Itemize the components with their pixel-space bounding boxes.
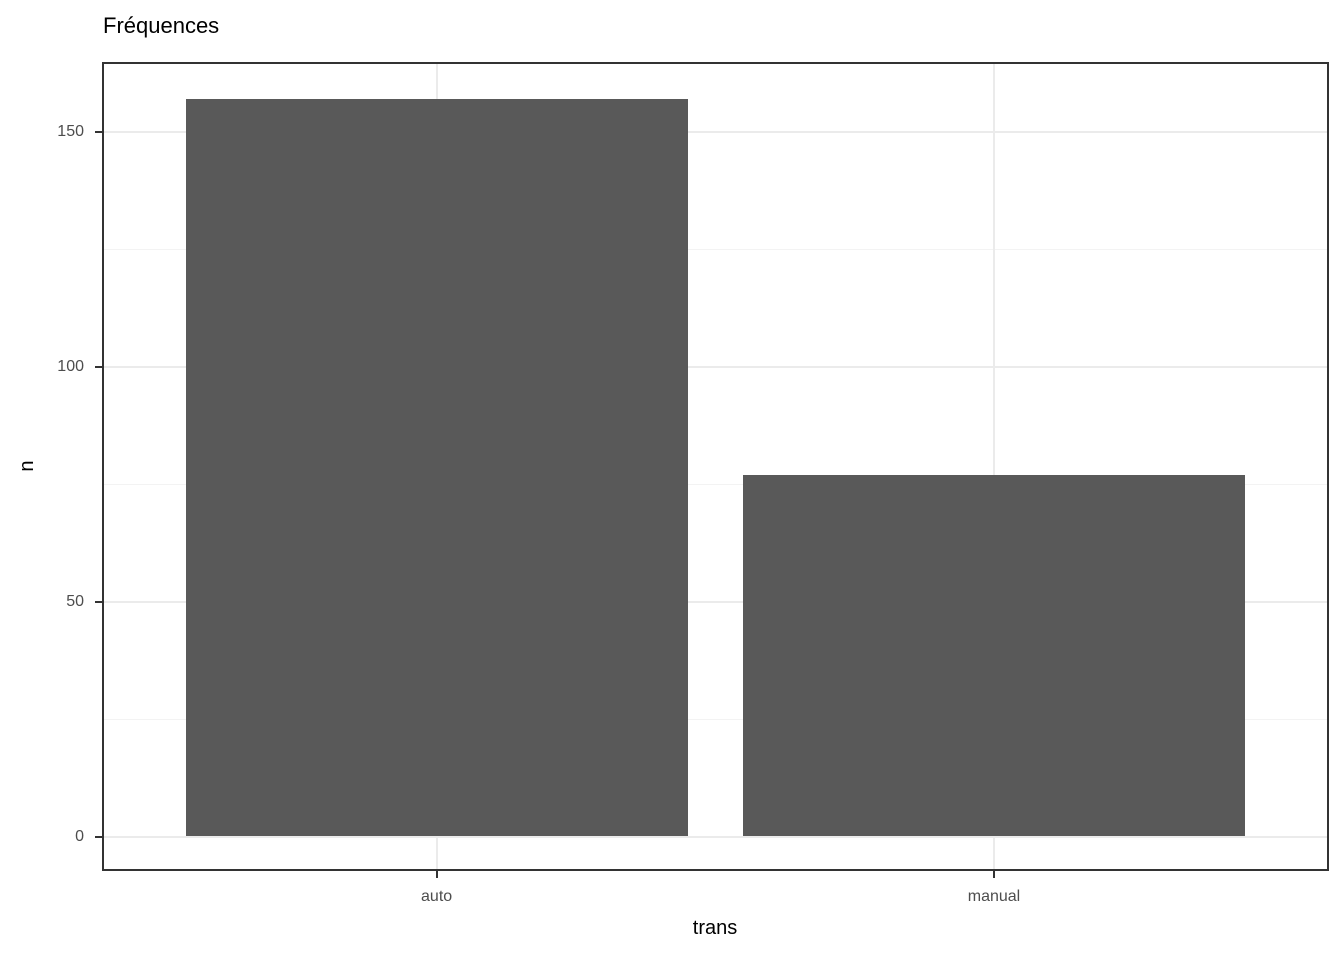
x-tick-label: manual [967, 888, 1021, 905]
plot-title: Fréquences [103, 13, 220, 38]
y-gridline-major [104, 130, 1327, 133]
y-axis-title: n [16, 460, 38, 472]
bar-auto [185, 98, 688, 837]
x-gridline-major [993, 64, 995, 869]
x-axis-title: trans [692, 917, 738, 939]
y-tick-mark [95, 835, 102, 838]
y-gridline-major [104, 365, 1327, 368]
y-gridline-major [104, 600, 1327, 603]
y-tick-mark [95, 365, 102, 368]
bar-manual [743, 474, 1245, 837]
y-tick-mark [95, 600, 102, 603]
y-gridline-major [104, 835, 1327, 838]
y-tick-mark [95, 130, 102, 133]
y-tick-label: 150 [57, 122, 84, 140]
x-tick-mark [435, 871, 438, 878]
y-tick-label: 100 [57, 357, 84, 375]
y-gridline-minor [104, 483, 1327, 485]
y-tick-label: 50 [66, 592, 84, 610]
x-tick-label: auto [421, 888, 453, 905]
y-tick-label: 0 [75, 827, 84, 845]
y-gridline-minor [104, 248, 1327, 250]
x-tick-mark [993, 871, 995, 878]
y-gridline-minor [104, 718, 1327, 720]
plot-panel [102, 62, 1329, 871]
